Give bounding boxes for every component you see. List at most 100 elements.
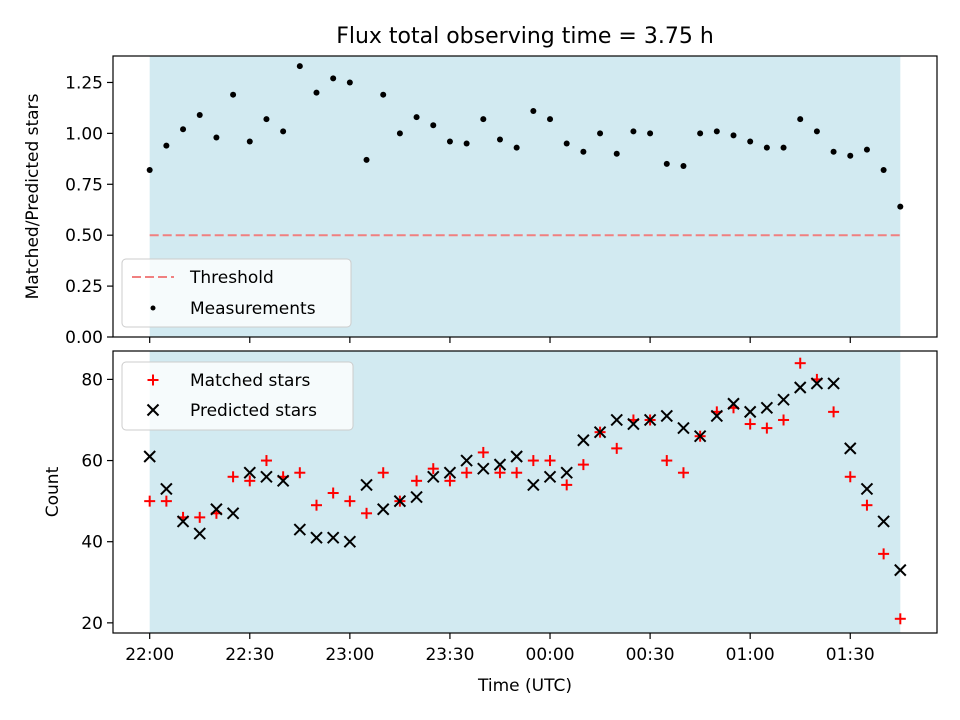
- cross-b: [326, 531, 340, 544]
- predicted-point: [560, 466, 573, 479]
- ratio-point: [163, 142, 170, 149]
- bottom-legend: Matched stars Predicted stars: [121, 361, 354, 431]
- ratio-point: [597, 130, 604, 137]
- matched-point: [361, 507, 373, 519]
- predicted-point: [610, 413, 623, 427]
- predicted-point: [527, 478, 540, 492]
- cross-b: [543, 470, 557, 483]
- matched-point: [227, 471, 239, 483]
- ratio-point: [613, 150, 620, 157]
- cross-b: [443, 466, 457, 479]
- ratio-point: [863, 146, 870, 153]
- matched-point: [344, 495, 356, 507]
- predicted-point: [293, 523, 307, 536]
- matched-point: [861, 499, 873, 511]
- matched-point: [878, 548, 890, 560]
- predicted-point: [443, 466, 457, 479]
- ratio-point: [880, 167, 887, 174]
- cross-b: [193, 527, 206, 540]
- predicted-point: [460, 454, 473, 467]
- y-tick-label: 40: [81, 533, 103, 553]
- predicted-point: [176, 515, 190, 528]
- x-tick-label: 23:30: [425, 645, 474, 665]
- cross-b: [310, 531, 323, 544]
- ratio-point: [513, 144, 520, 151]
- matched-point: [844, 471, 856, 483]
- matched-point: [411, 475, 423, 487]
- ratio-point: [747, 138, 754, 145]
- ratio-point: [296, 63, 303, 70]
- bottom-y-axis-label: Count: [43, 466, 63, 517]
- matched-point: [244, 475, 256, 487]
- predicted-point: [226, 507, 240, 520]
- matched-point: [561, 479, 573, 491]
- cross-b: [477, 462, 490, 475]
- cross-b: [510, 450, 523, 463]
- ratio-point: [463, 140, 470, 147]
- ratio-point: [663, 160, 670, 167]
- predicted-point: [794, 381, 807, 394]
- ratio-point: [897, 203, 904, 210]
- ratio-point: [496, 136, 503, 143]
- ratio-point: [230, 91, 237, 98]
- cross-b: [810, 377, 824, 390]
- x-axis-label: Time (UTC): [477, 676, 572, 696]
- cross-b: [727, 397, 740, 410]
- y-tick-label: 60: [81, 452, 103, 472]
- matched-point: [444, 475, 456, 487]
- y-tick-label: 0.00: [65, 328, 103, 348]
- legend-measurements-label: Measurements: [190, 299, 316, 319]
- ratio-point: [313, 89, 320, 96]
- matched-point: [577, 459, 589, 471]
- predicted-point: [894, 563, 907, 577]
- ratio-point: [380, 91, 387, 98]
- ratio-point: [280, 128, 287, 135]
- predicted-point: [693, 430, 707, 443]
- cross-b: [844, 442, 857, 455]
- predicted-point: [760, 401, 774, 415]
- predicted-point: [410, 490, 423, 504]
- cross-b: [860, 482, 874, 496]
- predicted-point: [810, 377, 824, 390]
- ratio-point: [647, 130, 654, 137]
- top-axes-frame: [112, 55, 938, 338]
- cross-b: [260, 470, 273, 483]
- ratio-point: [763, 144, 770, 151]
- top-y-axis-label: Matched/Predicted stars: [23, 93, 43, 299]
- ratio-point: [680, 162, 687, 169]
- y-tick-label: 0.75: [65, 175, 103, 195]
- predicted-point: [660, 409, 673, 423]
- legend-box: [121, 361, 354, 431]
- predicted-point: [343, 535, 357, 548]
- ratio-point: [246, 138, 253, 145]
- ratio-point: [797, 116, 804, 123]
- ratio-point: [847, 152, 854, 159]
- x-tick-label: 22:00: [125, 645, 174, 665]
- ratio-points: [146, 63, 904, 210]
- legend-box: [121, 258, 352, 328]
- predicted-point: [710, 409, 724, 423]
- ratio-point: [813, 128, 820, 135]
- ratio-point: [413, 114, 420, 121]
- predicted-point: [160, 482, 173, 496]
- bottom-x-ticks: 22:00 22:30 23:00 23:30 00:00 00:30 01:00 01:30: [125, 633, 875, 665]
- legend-matched-swatch: [147, 374, 159, 386]
- ratio-point: [180, 126, 187, 133]
- matched-point: [310, 499, 322, 511]
- predicted-point: [193, 527, 206, 540]
- x-tick-label: 01:30: [826, 645, 875, 665]
- predicted-point: [427, 470, 440, 483]
- cross-b: [377, 503, 390, 516]
- ratio-point: [363, 156, 370, 163]
- cross-b: [146, 403, 160, 417]
- predicted-point: [260, 470, 273, 483]
- predicted-point: [643, 413, 657, 427]
- matched-point: [377, 467, 389, 479]
- predicted-point: [827, 377, 840, 390]
- cross-b: [827, 377, 840, 390]
- y-tick-label: 1.25: [65, 73, 103, 93]
- predicted-point: [860, 482, 874, 496]
- predicted-point: [777, 393, 790, 406]
- cross-b: [710, 409, 724, 423]
